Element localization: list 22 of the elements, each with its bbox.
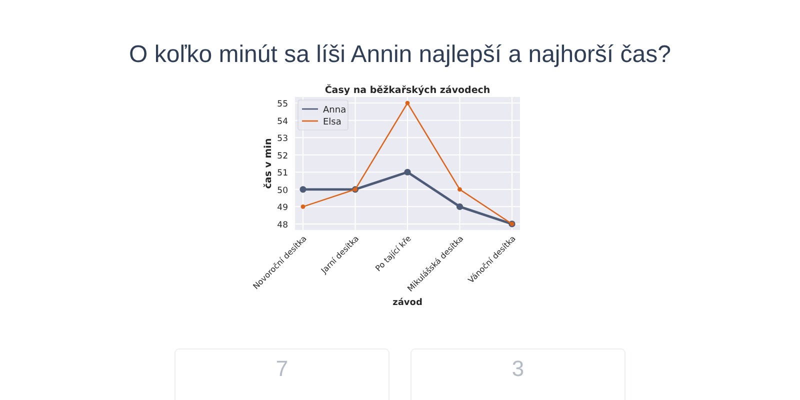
y-tick-label: 50 — [277, 186, 288, 196]
point — [404, 168, 411, 176]
y-axis-title: čas v min — [263, 138, 274, 189]
text: 3 — [512, 356, 524, 381]
y-tick-label: 53 — [277, 134, 288, 144]
point — [456, 203, 464, 210]
point — [458, 187, 462, 192]
y-tick-label: 48 — [277, 220, 288, 230]
text: 7 — [276, 356, 288, 381]
y-tick-label: 54 — [277, 116, 288, 127]
legend-label: Elsa — [323, 118, 342, 128]
x-axis-title: závod — [392, 297, 422, 308]
text: O koľko minút sa líši Annin najlepší a najhorší čas? — [129, 41, 671, 68]
point — [300, 186, 306, 193]
chart-title: Časy na běžkařských závodech — [324, 84, 490, 96]
point — [300, 204, 306, 209]
y-tick-label: 55 — [277, 100, 288, 110]
y-tick-label: 51 — [277, 168, 288, 179]
legend-label: Anna — [323, 106, 346, 116]
point — [405, 100, 410, 106]
y-tick-label: 49 — [277, 203, 288, 214]
y-tick-label: 52 — [277, 151, 288, 162]
